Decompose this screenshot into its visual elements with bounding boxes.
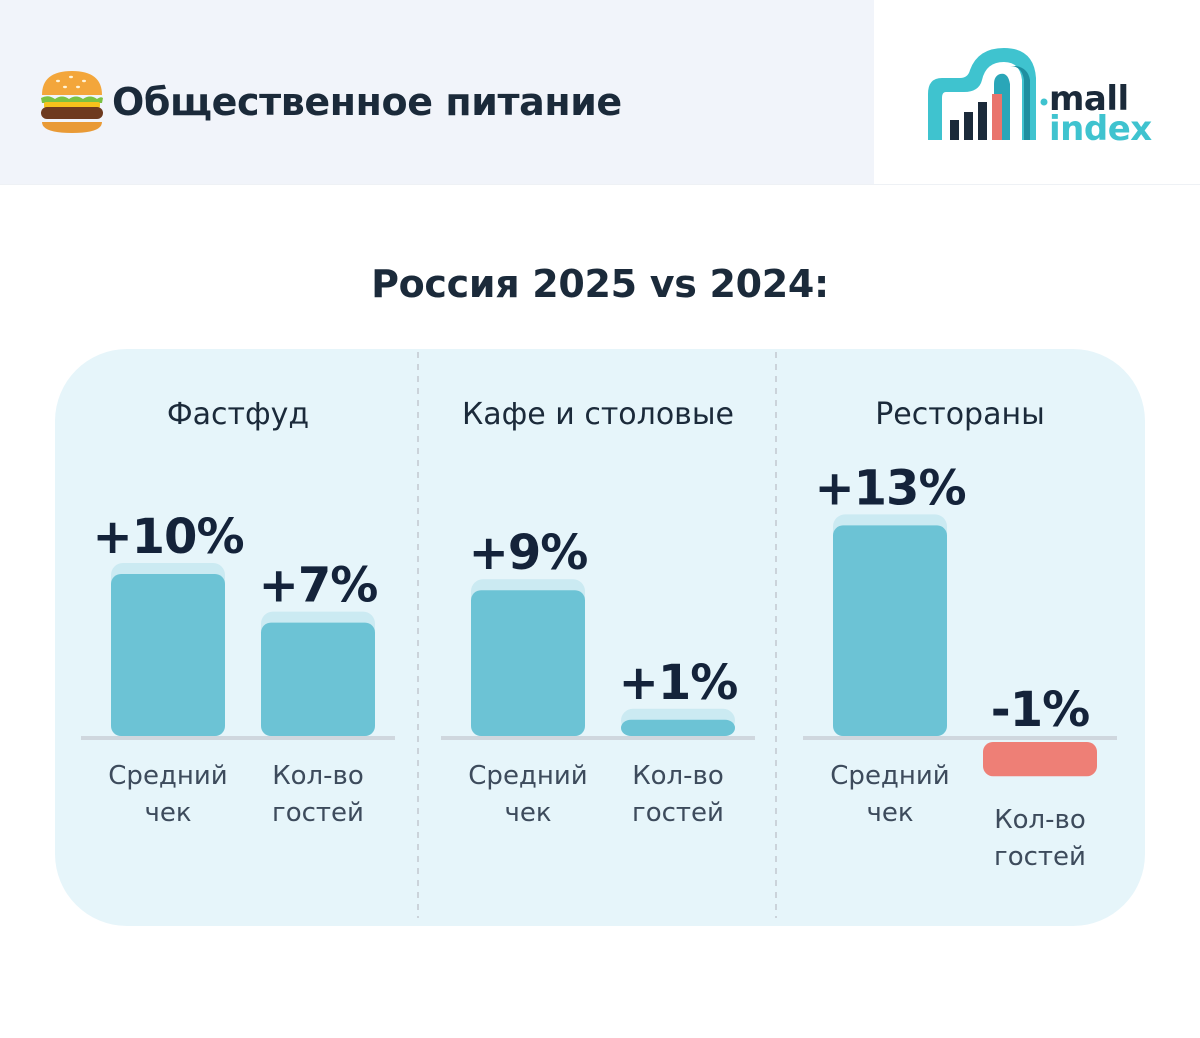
x-label-3-1-1: Средний xyxy=(830,761,949,791)
category-label-1: Фастфуд xyxy=(167,397,309,432)
x-label-1-1-2: чек xyxy=(144,798,191,828)
bar-2-1 xyxy=(471,590,585,736)
value-label-1-1: +10% xyxy=(92,509,243,565)
bar-3-1 xyxy=(833,525,947,736)
x-label-1-2-1: Кол-во xyxy=(272,761,364,791)
value-label-2-1: +9% xyxy=(469,525,588,581)
value-label-3-2: -1% xyxy=(991,682,1089,738)
x-label-2-1-2: чек xyxy=(504,798,551,828)
baseline-1 xyxy=(81,736,395,740)
header-divider xyxy=(0,184,1200,185)
x-label-3-2-1: Кол-во xyxy=(994,805,1086,835)
x-label-2-2-2: гостей xyxy=(632,798,724,828)
x-label-1-1-1: Средний xyxy=(108,761,227,791)
section-title: Общественное питание xyxy=(112,80,622,124)
x-label-1-2-2: гостей xyxy=(272,798,364,828)
chart-panel xyxy=(55,349,1145,926)
bar-1-2 xyxy=(261,622,375,736)
chart-title: Россия 2025 vs 2024: xyxy=(371,262,829,306)
bar-1-1 xyxy=(111,574,225,736)
x-label-3-1-2: чек xyxy=(866,798,913,828)
mall-index-logo xyxy=(928,48,1048,140)
x-label-2-2-1: Кол-во xyxy=(632,761,724,791)
header-band xyxy=(0,0,874,184)
value-label-1-2: +7% xyxy=(259,558,378,614)
baseline-2 xyxy=(441,736,755,740)
category-label-2: Кафе и столовые xyxy=(462,397,734,432)
logo-index-text: index xyxy=(1049,109,1152,149)
x-label-3-2-2: гостей xyxy=(994,842,1086,872)
bar-3-2 xyxy=(983,742,1097,777)
baseline-3 xyxy=(803,736,1117,740)
x-label-2-1-1: Средний xyxy=(468,761,587,791)
bar-2-2 xyxy=(621,719,735,736)
logo-mall-text: mall xyxy=(1049,79,1129,119)
value-label-3-1: +13% xyxy=(814,460,965,516)
category-label-3: Рестораны xyxy=(875,397,1045,432)
value-label-2-2: +1% xyxy=(619,655,738,711)
burger-icon xyxy=(41,71,103,133)
